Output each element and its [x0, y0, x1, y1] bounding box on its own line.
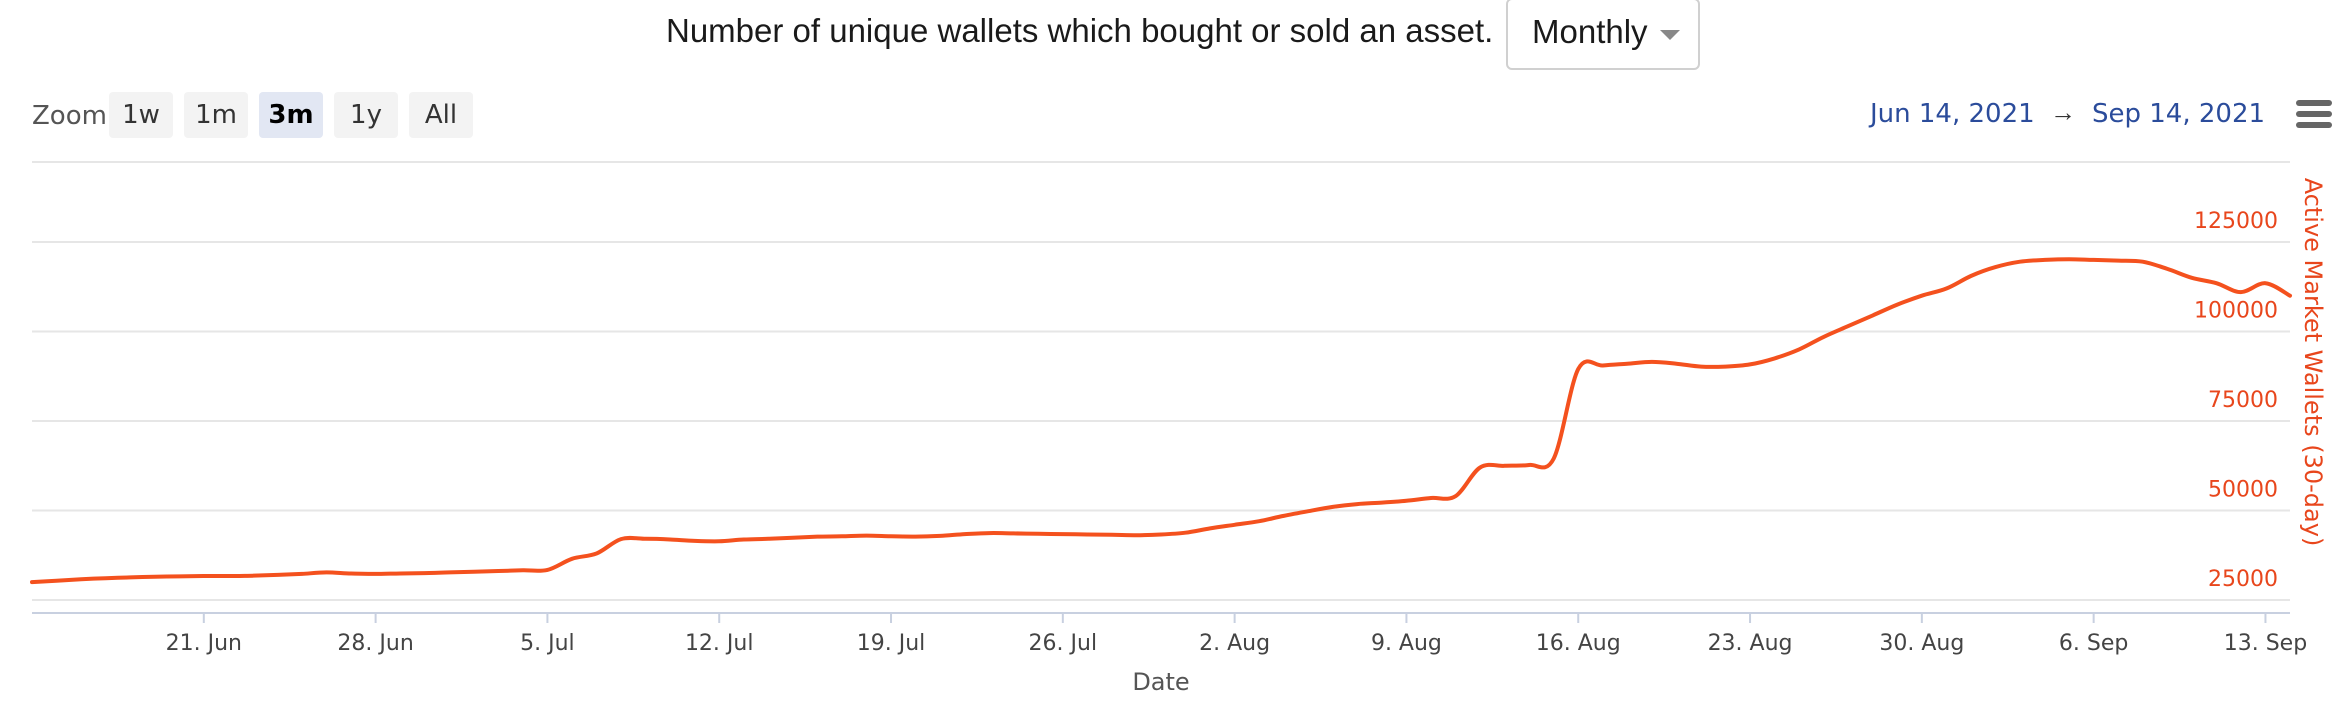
- zoom-label: Zoom: [32, 101, 107, 131]
- zoom-button-3m[interactable]: 3m: [259, 92, 323, 138]
- period-select-value: Monthly: [1532, 13, 1648, 50]
- zoom-button-all[interactable]: All: [409, 92, 473, 138]
- range-arrow: →: [2050, 97, 2076, 127]
- hamburger-menu-icon[interactable]: [2296, 100, 2332, 130]
- chevron-down-icon: [1660, 30, 1680, 40]
- x-tick-label: 26. Jul: [1029, 631, 1098, 656]
- y-tick-label: 75000: [2208, 388, 2278, 413]
- menu-bar: [2296, 100, 2332, 106]
- period-select[interactable]: Monthly: [1506, 0, 1700, 70]
- menu-bar: [2296, 111, 2332, 117]
- x-axis: 21. Jun 28. Jun 5. Jul 12. Jul 19. Jul 26. Ju…: [166, 613, 2307, 656]
- zoom-button-1m[interactable]: 1m: [184, 92, 248, 138]
- x-tick-label: 23. Aug: [1708, 631, 1793, 656]
- series-line: [30, 257, 2292, 585]
- x-tick-label: 5. Jul: [520, 631, 575, 656]
- y-tick-label: 50000: [2208, 478, 2278, 503]
- x-tick-label: 13. Sep: [2224, 631, 2307, 656]
- x-tick-label: 6. Sep: [2059, 631, 2128, 656]
- y-tick-label: 125000: [2194, 209, 2278, 234]
- x-tick-label: 2. Aug: [1199, 631, 1270, 656]
- chart-header: Number of unique wallets which bought or…: [0, 0, 2352, 75]
- x-tick-label: 28. Jun: [337, 631, 413, 656]
- menu-bar: [2296, 122, 2332, 128]
- range-from-date[interactable]: Jun 14, 2021: [1870, 99, 2035, 129]
- zoom-button-1y[interactable]: 1y: [334, 92, 398, 138]
- x-tick-label: 16. Aug: [1536, 631, 1621, 656]
- range-to-date[interactable]: Sep 14, 2021: [2092, 99, 2266, 129]
- y-axis-title: Active Market Wallets (30-day): [2299, 178, 2327, 547]
- y-tick-label: 25000: [2208, 567, 2278, 592]
- y-tick-label: 100000: [2194, 299, 2278, 324]
- series-group: [30, 257, 2292, 585]
- chart-subtitle: Number of unique wallets which bought or…: [666, 12, 1494, 49]
- zoom-button-1w[interactable]: 1w: [109, 92, 173, 138]
- x-tick-label: 30. Aug: [1879, 631, 1964, 656]
- x-axis-title: Date: [1132, 668, 1189, 696]
- grid-lines: [32, 161, 2290, 614]
- x-tick-label: 9. Aug: [1371, 631, 1442, 656]
- x-tick-label: 19. Jul: [857, 631, 926, 656]
- x-tick-label: 12. Jul: [685, 631, 754, 656]
- y-axis: 25000 50000 75000 100000 125000: [2194, 209, 2278, 592]
- x-tick-label: 21. Jun: [166, 631, 242, 656]
